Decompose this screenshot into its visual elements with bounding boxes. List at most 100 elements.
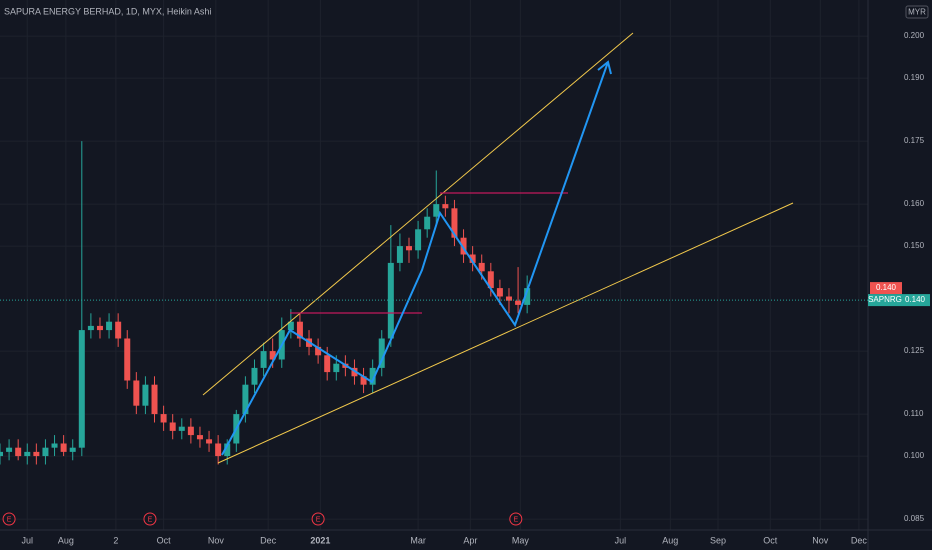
candle-body (424, 216, 431, 230)
x-tick-label: Dec (851, 535, 868, 545)
candle-body (524, 288, 531, 305)
candle-body (224, 443, 231, 457)
candle-body (260, 351, 267, 368)
candle-body (124, 338, 131, 381)
price-tag: 0.140 (876, 283, 897, 292)
earnings-label: E (513, 516, 518, 523)
x-tick-label: Aug (58, 535, 74, 545)
candle-body (169, 422, 176, 431)
candle-body (360, 376, 367, 385)
y-tick-label: 0.110 (904, 409, 924, 418)
candle-body (487, 271, 494, 289)
currency-badge (905, 5, 929, 19)
candle-body (87, 325, 94, 331)
candle-body (206, 439, 213, 444)
candle-body (324, 355, 331, 373)
candle-body (460, 237, 467, 255)
projection-path (221, 61, 609, 456)
candle-body (69, 447, 76, 452)
candle-body (315, 346, 322, 356)
candle-body (296, 321, 303, 339)
x-tick-label: Mar (410, 535, 426, 545)
candle-body (6, 447, 13, 452)
x-tick-label: Nov (812, 535, 829, 545)
earnings-label: E (148, 516, 153, 523)
candle-body (269, 351, 276, 360)
y-tick-label: 0.085 (904, 514, 925, 523)
x-tick-label: Jul (615, 535, 627, 545)
candle-body (242, 384, 249, 415)
arrow-head (597, 60, 612, 75)
y-tick-label: 0.200 (904, 31, 925, 40)
x-tick-label: Oct (763, 535, 778, 545)
candle-body (496, 288, 503, 297)
symbol-tag-bg (868, 294, 930, 307)
candle-body (387, 262, 394, 339)
candle-body (187, 426, 194, 436)
earnings-marker (311, 512, 325, 526)
candle-body (142, 384, 149, 406)
grid (0, 0, 868, 530)
price-tag: 0.140 (905, 295, 926, 304)
candle-body (33, 451, 40, 457)
chart-title: SAPURA ENERGY BERHAD, 1D, MYX, Heikin As… (4, 6, 211, 16)
candle-body (133, 380, 140, 406)
earnings-label: E (316, 516, 321, 523)
candle-body (369, 367, 376, 385)
candle-body (15, 447, 22, 457)
y-tick-label: 0.150 (904, 241, 925, 250)
candle-body (96, 325, 103, 331)
price-tag-bg (870, 282, 902, 295)
candle-body (196, 435, 203, 440)
x-tick-label: Sep (710, 535, 726, 545)
candle-body (178, 426, 185, 431)
y-tick-label: 0.125 (904, 346, 925, 355)
candle-body (160, 414, 167, 423)
candle-body (115, 321, 122, 339)
y-tick-label: 0.160 (904, 199, 925, 208)
candle-body (433, 204, 440, 217)
x-tick-label: Nov (208, 535, 225, 545)
earnings-marker (509, 512, 523, 526)
candle-body (451, 208, 458, 238)
x-tick-label: 2021 (310, 535, 330, 545)
candle-body (396, 246, 403, 263)
candle-body (515, 300, 522, 305)
symbol-tag: SAPNRG (868, 295, 902, 304)
candle-body (378, 338, 385, 368)
x-tick-label: May (512, 535, 530, 545)
candle-body (60, 443, 67, 452)
candle-body (351, 367, 358, 377)
earnings-label: E (7, 516, 12, 523)
candle-body (505, 296, 512, 301)
candle-body (151, 384, 158, 415)
currency: MYR (908, 8, 926, 17)
y-tick-label: 0.190 (904, 73, 925, 82)
candle-body (415, 229, 422, 251)
candle-body (106, 321, 113, 331)
candle-body (287, 321, 294, 331)
candle-body (478, 262, 485, 272)
y-tick-label: 0.175 (904, 136, 925, 145)
trend-line (202, 32, 634, 396)
candle-body (442, 204, 449, 209)
candle-body (24, 451, 31, 457)
trend-line (217, 202, 794, 464)
x-tick-label: 2 (113, 535, 118, 545)
candle-body (0, 451, 3, 457)
x-tick-label: Apr (463, 535, 477, 545)
drawings (202, 32, 794, 464)
x-tick-label: Dec (260, 535, 277, 545)
y-tick-label: 0.100 (904, 451, 925, 460)
candle-body (406, 246, 413, 251)
earnings-marker (143, 512, 157, 526)
x-tick-label: Jul (22, 535, 34, 545)
x-tick-label: Aug (662, 535, 678, 545)
candle-body (333, 363, 340, 373)
candle-body (42, 447, 49, 457)
candle-body (215, 443, 222, 457)
candle-body (469, 254, 476, 263)
